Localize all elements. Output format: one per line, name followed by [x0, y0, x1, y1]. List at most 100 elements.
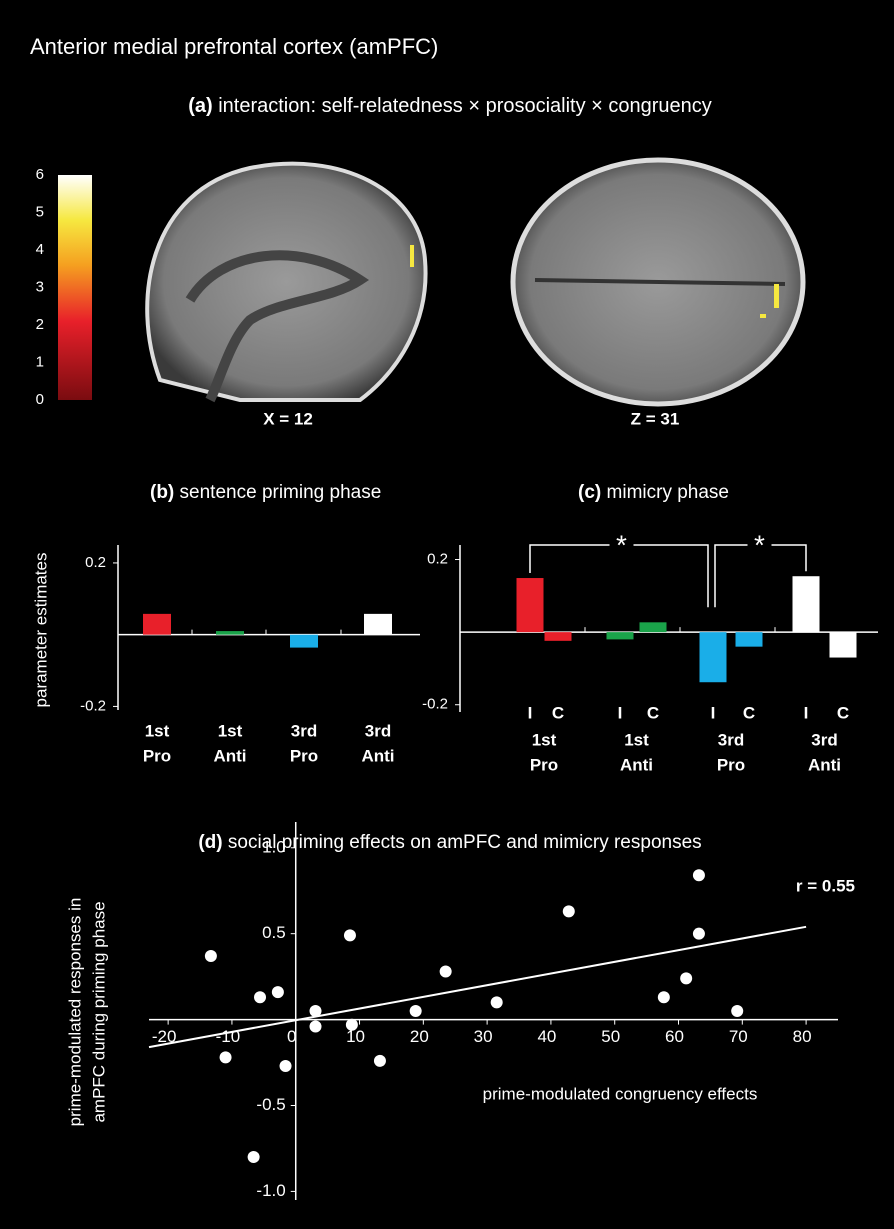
y-tick-label: -0.2 [80, 697, 106, 714]
point [731, 1005, 744, 1017]
point [343, 929, 356, 942]
y-tick-label: 0.5 [262, 923, 286, 942]
x-tick-label: 1st [145, 721, 170, 740]
x-tick-label: I [711, 703, 716, 722]
trend-line [148, 925, 807, 1049]
y-tick-label: -0.2 [422, 696, 448, 713]
colorbar-tick-label: 4 [36, 241, 44, 258]
brain-structure [534, 278, 786, 286]
x-tick-label: C [837, 703, 849, 722]
sagittal-slice [145, 161, 428, 402]
bar [606, 632, 634, 640]
bar [516, 578, 544, 633]
group-label: Pro [717, 755, 745, 774]
point [254, 991, 267, 1004]
panel-label: (b) [150, 482, 174, 503]
y-axis-label: prime-modulated responses in [65, 898, 84, 1127]
point [657, 991, 670, 1004]
point [204, 950, 217, 963]
y-axis-label: amPFC during priming phase [89, 901, 108, 1122]
label-backdrop [609, 535, 634, 555]
point [680, 972, 693, 985]
y-tick-label: 1.0 [262, 837, 286, 856]
group-label: 3rd [811, 730, 837, 749]
x-tick-label: I [528, 703, 533, 722]
x-tick-label: 70 [729, 1027, 748, 1046]
colorbar-tick-label: 6 [36, 166, 44, 183]
point [692, 869, 705, 882]
x-tick-label: Pro [143, 746, 171, 765]
group-label: Anti [808, 755, 841, 774]
point [309, 1020, 322, 1033]
point [345, 1018, 358, 1031]
x-tick-label: 30 [474, 1027, 493, 1046]
significance-label: * [616, 529, 627, 560]
bar [216, 631, 244, 635]
y-tick-label: 0.2 [427, 550, 448, 567]
group-label: Anti [620, 755, 653, 774]
group-label: 3rd [718, 730, 744, 749]
group-label: 1st [532, 730, 557, 749]
x-tick-label: Anti [361, 746, 394, 765]
point [271, 986, 284, 999]
point [439, 965, 452, 978]
x-tick-label: 3rd [365, 721, 391, 740]
x-tick-label: 3rd [291, 721, 317, 740]
x-tick-label: I [804, 703, 809, 722]
bar [829, 632, 857, 658]
x-tick-label: I [618, 703, 623, 722]
x-tick-label: 10 [346, 1027, 365, 1046]
panel-title: sentence priming phase [180, 482, 382, 503]
x-axis-label: prime-modulated congruency effects [483, 1084, 758, 1103]
bar [364, 613, 392, 635]
y-tick-label: -0.5 [256, 1095, 285, 1114]
colorbar-tick-label: 0 [36, 391, 44, 408]
annotation: r = 0.55 [796, 876, 855, 895]
panel-a-heading: (a) interaction: self-relatedness × pros… [188, 95, 712, 117]
y-axis-label: parameter estimates [31, 553, 50, 708]
x-tick-label: C [647, 703, 659, 722]
x-tick-label: 0 [287, 1027, 296, 1046]
activation [760, 314, 766, 318]
x-tick-label: C [743, 703, 755, 722]
bar [639, 622, 667, 633]
bar [143, 613, 171, 635]
panel-label: (a) [188, 95, 212, 117]
bar [699, 632, 727, 683]
bar [290, 634, 318, 648]
point [692, 927, 705, 940]
point [409, 1005, 422, 1017]
x-tick-label: 40 [537, 1027, 556, 1046]
point [279, 1059, 292, 1072]
bar [792, 576, 820, 633]
panel-title: mimicry phase [607, 482, 729, 503]
x-tick-label: 60 [665, 1027, 684, 1046]
panel-d-heading: (d) social priming effects on amPFC and … [198, 832, 701, 853]
group-label: Pro [530, 755, 558, 774]
x-tick-label: 20 [410, 1027, 429, 1046]
y-tick-label: -1.0 [256, 1181, 285, 1200]
brain-structure [185, 250, 370, 403]
x-tick-label: 50 [601, 1027, 620, 1046]
figure-title: Anterior medial prefrontal cortex (amPFC… [30, 34, 438, 59]
panel-c-heading: (c) mimicry phase [578, 482, 729, 503]
colorbar [58, 175, 92, 400]
point [490, 996, 503, 1009]
x-tick-label: C [552, 703, 564, 722]
bar [735, 632, 763, 647]
group-label: 1st [624, 730, 649, 749]
activation [410, 245, 414, 267]
point [247, 1151, 260, 1164]
x-tick-label: -10 [216, 1027, 241, 1046]
label-backdrop [747, 535, 772, 555]
point [373, 1054, 386, 1067]
colorbar-tick-label: 3 [36, 278, 44, 295]
significance-label: * [754, 529, 765, 560]
y-tick-label: 0.2 [85, 554, 106, 571]
x-tick-label: 1st [218, 721, 243, 740]
x-tick-label: -20 [152, 1027, 177, 1046]
bar [544, 632, 572, 641]
slice-caption: Z = 31 [631, 409, 680, 428]
